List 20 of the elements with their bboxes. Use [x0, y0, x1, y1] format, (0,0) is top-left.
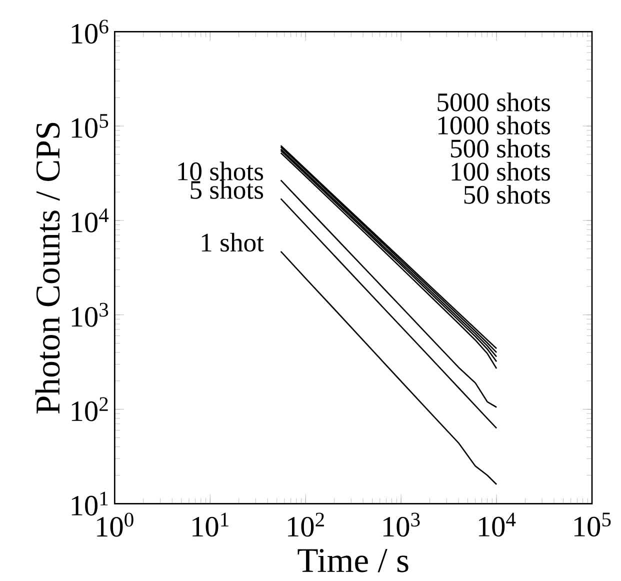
- x-tick-label: 10$^{1}$: [192, 512, 228, 537]
- annotation: 5000 shots: [438, 92, 550, 112]
- x-tick-label: 10$^{5}$: [574, 512, 611, 537]
- series-label: 5 shots: [190, 180, 264, 199]
- y-tick-label: 10$^{4}$: [72, 208, 109, 232]
- x-tick-label: 10$^{2}$: [288, 512, 324, 537]
- series-label: 1 shot: [202, 232, 264, 252]
- y-tick-label: 10$^{2}$: [72, 397, 108, 422]
- annotation: 100 shots: [452, 162, 550, 181]
- annotation: 1000 shots: [438, 116, 550, 134]
- y-tick-label: 10$^{3}$: [72, 302, 108, 327]
- y-tick-label: 10$^{6}$: [72, 20, 108, 44]
- x-tick-label: 10$^{4}$: [478, 512, 516, 537]
- series-label: 10 shots: [178, 162, 264, 180]
- annotation: 500 shots: [451, 138, 550, 158]
- x-axis-title: Time / s: [298, 548, 408, 572]
- annotation: 50 shots: [464, 185, 550, 204]
- y-axis-title: Photon Counts / CPS: [35, 122, 60, 414]
- y-tick-label: 10$^{5}$: [72, 114, 108, 138]
- x-tick-label: 10$^{3}$: [384, 512, 420, 537]
